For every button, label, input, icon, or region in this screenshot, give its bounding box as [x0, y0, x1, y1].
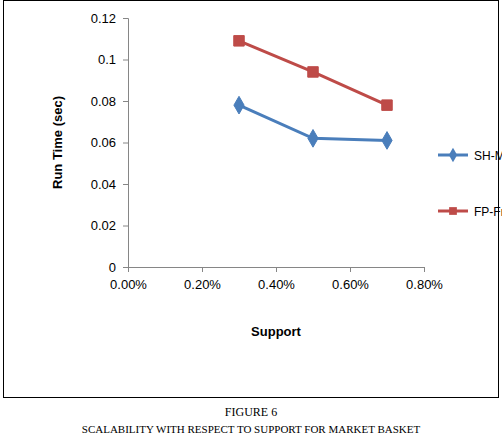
x-tick-label: 0.00% — [110, 277, 147, 292]
y-tick-label: 0.08 — [91, 94, 116, 109]
title: FIGURE 6 — [225, 405, 277, 419]
legend-marker — [449, 148, 457, 162]
legend-label: FP-Frowth — [474, 205, 502, 219]
x-tick-label: 0.60% — [332, 277, 369, 292]
y-tick-mark — [123, 101, 128, 102]
x-tick-label: 0.20% — [184, 277, 221, 292]
series-marker — [234, 96, 244, 114]
y-tick: 0 — [109, 260, 128, 275]
frame — [4, 1, 499, 398]
y-tick-mark — [123, 184, 128, 185]
y-tick-mark — [123, 143, 128, 144]
x-tick-mark — [128, 267, 129, 272]
subtitle: SCALABILITY WITH RESPECT TO SUPPORT FOR … — [82, 423, 421, 435]
x-axis-line — [129, 268, 425, 273]
chart: 00.020.040.060.080.10.120.00%0.20%0.40%0… — [0, 0, 502, 440]
y-tick-label: 0 — [109, 260, 116, 275]
y-tick-mark — [123, 60, 128, 61]
x-tick: 0.00% — [110, 267, 147, 292]
x-tick-mark — [350, 267, 351, 272]
y-tick-mark — [123, 267, 128, 268]
y-tick-label: 0.02 — [91, 218, 116, 233]
series-marker — [382, 132, 392, 150]
legend-label: SH-Mine — [474, 149, 502, 163]
y-tick-label: 0.1 — [98, 52, 116, 67]
y-axis: 0 0.02 0.04 0.06 0.08 0.1 0.12 — [91, 11, 129, 275]
y-tick-label: 0.12 — [91, 11, 116, 26]
y-tick: 0.04 — [91, 177, 128, 192]
x-tick-label: 0.80% — [406, 277, 443, 292]
legend: SH-Mine FP-Frowth — [438, 148, 502, 219]
x-tick-mark — [424, 267, 425, 272]
series-marker — [234, 36, 244, 46]
y-tick: 0.06 — [91, 135, 128, 150]
y-tick: 0.12 — [91, 11, 128, 26]
x-tick: 0.80% — [406, 267, 443, 292]
x-tick: 0.40% — [258, 267, 295, 292]
x-tick-label: 0.40% — [258, 277, 295, 292]
series-marker — [308, 67, 318, 77]
y-tick-label: 0.04 — [91, 177, 116, 192]
y-tick-mark — [123, 18, 128, 19]
x-axis: 0.00% 0.20% 0.40% 0.60% 0.80% — [110, 267, 443, 292]
x-tick: 0.20% — [184, 267, 221, 292]
x-tick: 0.60% — [332, 267, 369, 292]
y-axis-title: Run Time (sec) — [50, 96, 65, 189]
y-tick-label: 0.06 — [91, 135, 116, 150]
x-axis-title: Support — [251, 324, 301, 339]
y-axis-line — [123, 19, 129, 268]
y-tick-mark — [123, 226, 128, 227]
legend-marker — [449, 207, 457, 215]
series-marker — [308, 130, 318, 148]
y-tick: 0.08 — [91, 94, 128, 109]
x-tick-mark — [276, 267, 277, 272]
series-line — [239, 41, 387, 105]
x-tick-mark — [202, 267, 203, 272]
y-tick: 0.1 — [98, 52, 128, 67]
plot-area — [234, 36, 392, 150]
series-marker — [382, 100, 392, 110]
y-tick: 0.02 — [91, 218, 128, 233]
